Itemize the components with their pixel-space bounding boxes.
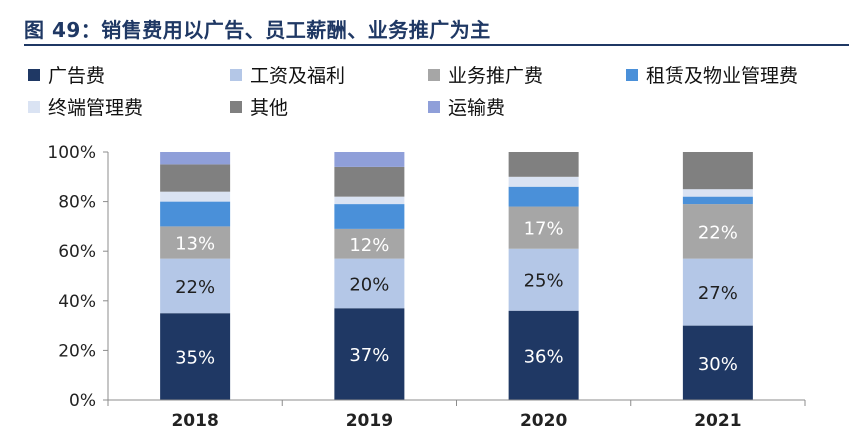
legend-label: 工资及福利 <box>250 65 346 87</box>
legend-item: 业务推广费 <box>428 61 543 88</box>
legend-item: 工资及福利 <box>230 61 345 88</box>
legend-swatch <box>626 68 638 81</box>
x-category-label: 2021 <box>694 411 741 431</box>
y-tick-label: 100% <box>47 143 96 163</box>
bar-segment <box>160 313 231 400</box>
bar-segment <box>160 191 231 202</box>
bar-segment <box>160 258 231 314</box>
legend-label: 业务推广费 <box>448 65 544 87</box>
data-label: 27% <box>698 283 738 304</box>
legend-label: 租赁及物业管理费 <box>646 65 799 87</box>
data-label: 22% <box>175 277 215 298</box>
y-tick-label: 40% <box>58 292 96 312</box>
bar-segment <box>334 152 405 167</box>
legend-item: 终端管理费 <box>28 93 143 120</box>
legend-item: 租赁及物业管理费 <box>626 61 798 88</box>
x-category-label: 2018 <box>171 411 218 431</box>
bar-segment <box>508 206 579 249</box>
bar-segment <box>334 204 405 229</box>
bar-segment <box>682 204 753 259</box>
bar-segment <box>508 186 579 207</box>
legend-swatch <box>230 100 242 113</box>
bar-segment <box>508 248 579 311</box>
bar-segment <box>508 152 579 177</box>
data-label: 17% <box>524 219 564 240</box>
bar-segment <box>160 164 231 192</box>
x-category-label: 2020 <box>520 411 567 431</box>
bar-segment <box>682 189 753 197</box>
legend-label: 运输费 <box>448 97 506 119</box>
legend-label: 其他 <box>250 97 289 119</box>
bar-segment <box>160 152 231 165</box>
bar-segment <box>334 228 405 259</box>
bar-segment <box>334 196 405 205</box>
y-tick-label: 0% <box>69 391 96 411</box>
legend-label: 终端管理费 <box>48 97 144 119</box>
bar-segment <box>682 258 753 326</box>
bar-segment <box>160 201 231 227</box>
y-tick-label: 20% <box>58 341 96 361</box>
figure-title: 图 49：销售费用以广告、员工薪酬、业务推广为主 <box>24 18 491 42</box>
legend-swatch <box>230 68 242 81</box>
data-label: 30% <box>698 354 738 375</box>
data-label: 12% <box>349 235 389 256</box>
legend-label: 广告费 <box>48 65 106 87</box>
data-label: 25% <box>524 271 564 292</box>
legend-item: 其他 <box>230 93 288 120</box>
x-category-label: 2019 <box>346 411 393 431</box>
y-tick-label: 60% <box>58 242 96 262</box>
legend-swatch <box>428 68 440 81</box>
bar-segment <box>334 258 405 309</box>
legend-swatch <box>428 100 440 113</box>
data-label: 36% <box>524 346 564 367</box>
data-label: 37% <box>349 345 389 366</box>
data-label: 13% <box>175 234 215 255</box>
bar-segment <box>508 310 579 400</box>
legend-swatch <box>28 100 40 113</box>
legend-item: 广告费 <box>28 61 105 88</box>
data-label: 20% <box>349 274 389 295</box>
legend-swatch <box>28 68 40 81</box>
bar-segment <box>682 152 753 190</box>
bar-segment <box>682 196 753 205</box>
bar-segment <box>334 166 405 197</box>
bar-segment <box>508 176 579 187</box>
bar-segment <box>160 226 231 259</box>
title-rule <box>24 44 849 46</box>
legend-item: 运输费 <box>428 93 505 120</box>
data-label: 22% <box>698 222 738 243</box>
y-tick-label: 80% <box>58 193 96 213</box>
bar-segment <box>682 325 753 400</box>
data-label: 35% <box>175 348 215 369</box>
bar-segment <box>334 308 405 400</box>
